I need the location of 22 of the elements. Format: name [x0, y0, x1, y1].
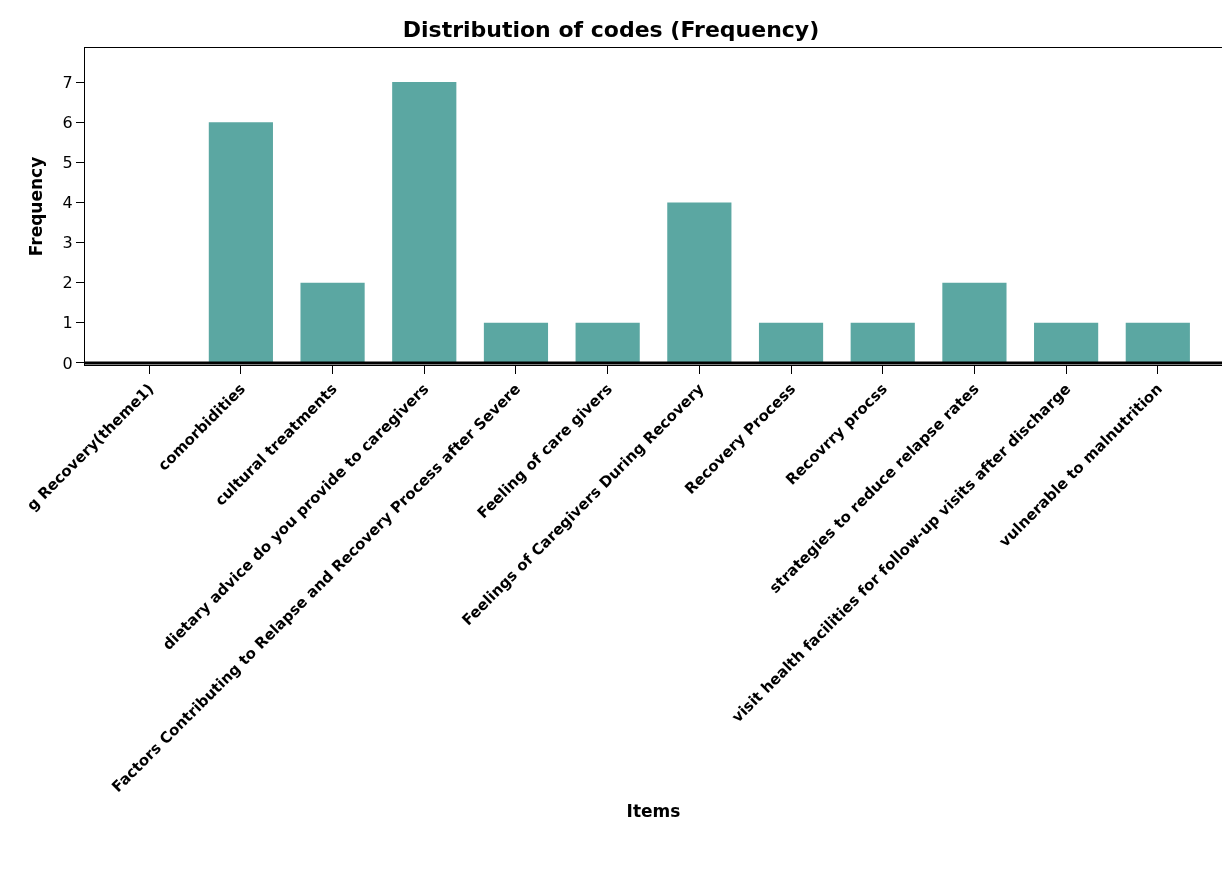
y-axis-title: Frequency — [26, 156, 47, 257]
y-tick-label: 0 — [62, 353, 73, 373]
y-tick-label: 5 — [62, 152, 73, 172]
x-axis-title: Items — [626, 801, 681, 822]
bar — [850, 322, 915, 363]
bar — [667, 202, 732, 363]
y-tick-label: 2 — [62, 273, 73, 293]
bar — [1125, 322, 1190, 363]
y-tick-label: 7 — [62, 72, 73, 92]
bar — [300, 282, 365, 363]
bar — [758, 322, 824, 363]
chart-title: Distribution of codes (Frequency) — [402, 17, 820, 43]
bar — [575, 322, 640, 363]
y-tick-label: 3 — [62, 233, 73, 253]
bar — [1034, 322, 1099, 363]
bar — [208, 122, 273, 363]
bar — [942, 282, 1007, 363]
bar — [392, 82, 457, 363]
y-tick-label: 1 — [62, 313, 73, 333]
y-tick-label: 6 — [62, 112, 73, 132]
bar — [483, 322, 549, 363]
y-tick-label: 4 — [62, 193, 73, 213]
